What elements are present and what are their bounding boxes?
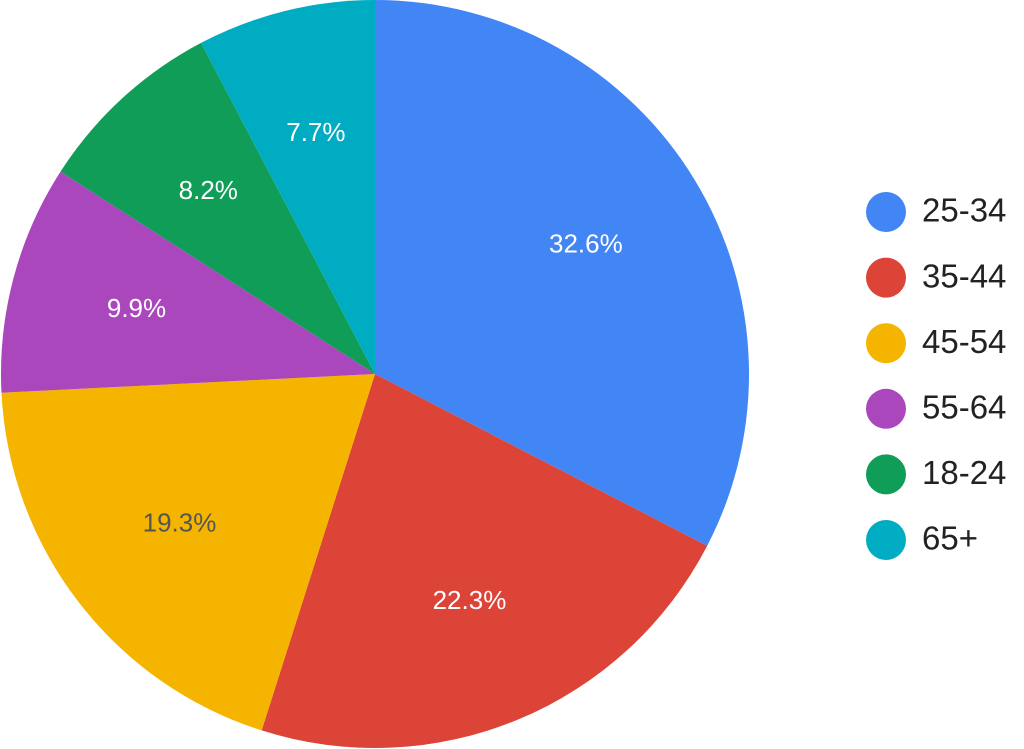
pie-slices [0,0,749,748]
chart-legend: 25-34 35-44 45-54 55-64 18-24 65+ [866,192,1006,560]
slice-label-35-44: 22.3% [433,585,507,615]
legend-label-65plus: 65+ [922,520,978,557]
slice-label-25-34: 32.6% [549,229,623,259]
legend-label-25-34: 25-34 [922,192,1006,229]
legend-swatch-25-34 [866,192,906,232]
legend-swatch-65plus [866,520,906,560]
slice-label-45-54: 19.3% [143,508,217,538]
pie-slice-35-44 [261,374,708,748]
legend-swatch-45-54 [866,323,906,364]
legend-label-45-54: 45-54 [922,323,1006,360]
legend-swatch-35-44 [866,257,906,298]
legend-swatch-18-24 [866,454,906,495]
legend-swatch-55-64 [866,388,906,429]
pie-slice-18-24 [60,42,375,374]
slice-label-65plus: 7.7% [286,117,345,147]
pie-slice-55-64 [0,171,375,393]
pie-slice-45-54 [1,374,375,731]
legend-label-18-24: 18-24 [922,454,1006,491]
pie-slice-labels: 32.6% 22.3% 19.3% 9.9% 8.2% 7.7% [107,117,623,615]
slice-label-18-24: 8.2% [179,175,238,205]
slice-label-55-64: 9.9% [107,293,166,323]
legend-label-35-44: 35-44 [922,257,1006,294]
legend-label-55-64: 55-64 [922,389,1006,426]
pie-slice-65plus [201,0,375,374]
pie-slice-25-34 [375,0,749,546]
